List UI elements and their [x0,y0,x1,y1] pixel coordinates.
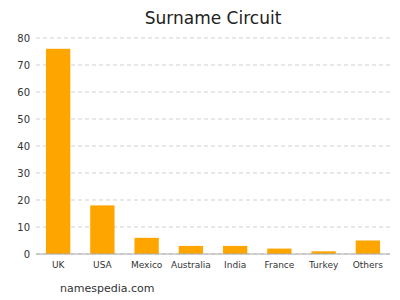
title: Surname Circuit [145,8,282,28]
background [0,0,400,300]
bar [223,246,247,254]
x-tick-label: Mexico [131,260,163,270]
grid [36,38,390,254]
y-axis: 0 10 20 30 40 50 60 70 80 [17,33,30,260]
x-axis: UK USA Mexico Australia India France Turkey Oth… [52,260,383,270]
grid-line [36,146,390,147]
x-axis-line [36,254,390,255]
bar [46,49,70,254]
bar [90,205,114,254]
x-tick-label: USA [93,260,112,270]
bars [46,49,380,254]
y-tick-label: 60 [17,87,30,98]
bar [356,241,380,255]
chart-svg: 0 10 20 30 40 50 60 70 80 UK USA Mexico Australia Ind… [0,0,400,300]
x-tick-label: UK [52,260,66,270]
grid-line [36,65,390,66]
y-tick-label: 0 [24,249,30,260]
y-tick-label: 10 [17,222,30,233]
x-tick-label: France [264,260,294,270]
bar [134,238,158,254]
grid-line [36,119,390,120]
y-tick-label: 70 [17,60,30,71]
grid-line [36,92,390,93]
bar [179,246,203,254]
y-tick-label: 80 [17,33,30,44]
grid-line [36,38,390,39]
grid-line [36,254,390,255]
x-tick-label: Turkey [308,260,339,270]
chart-container: 0 10 20 30 40 50 60 70 80 UK USA Mexico Australia Ind… [0,0,400,300]
x-tick-label: Others [353,260,384,270]
x-tick-label: India [224,260,246,270]
y-tick-label: 30 [17,168,30,179]
y-tick-label: 40 [17,141,30,152]
y-tick-label: 20 [17,195,30,206]
x-tick-label: Australia [171,260,211,270]
grid-line [36,200,390,201]
grid-line [36,227,390,228]
footer-text: namespedia.com [60,282,154,295]
bar [267,249,291,254]
y-tick-label: 50 [17,114,30,125]
grid-line [36,173,390,174]
